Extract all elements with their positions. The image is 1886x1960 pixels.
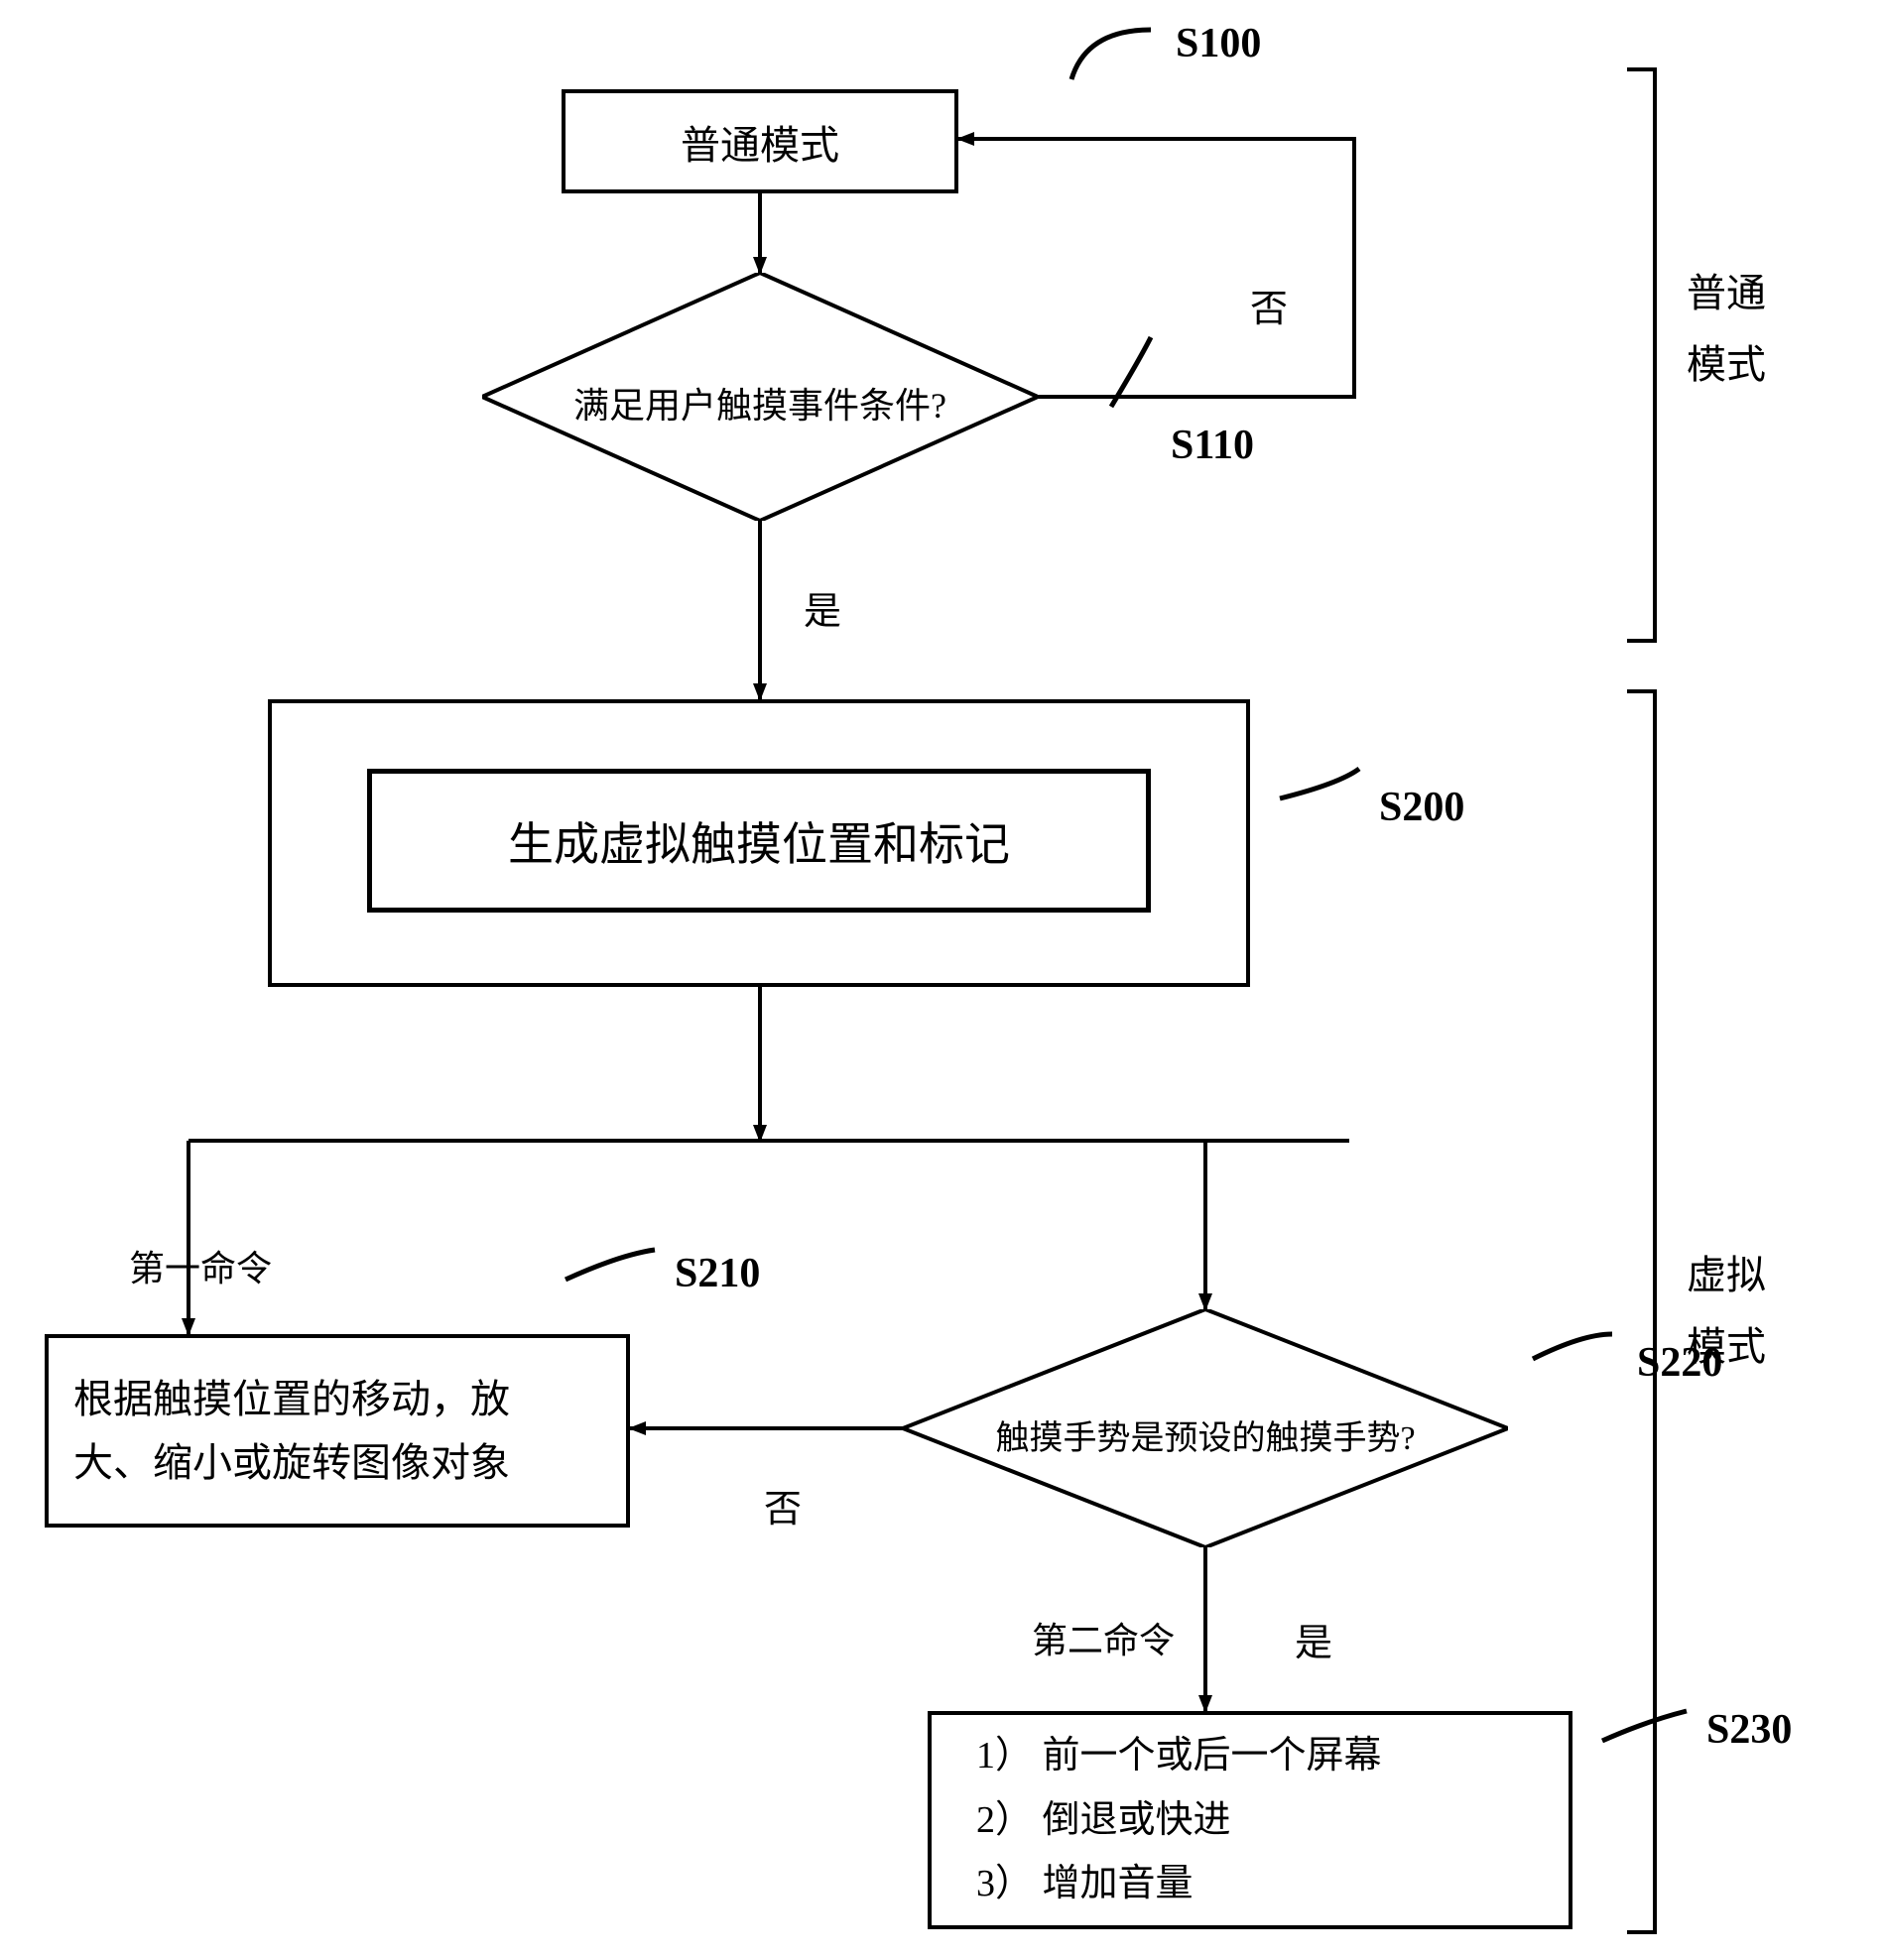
node-s210-line1: 根据触摸位置的移动，放 bbox=[73, 1368, 510, 1431]
edge-label-cmd1: 第一命令 bbox=[129, 1240, 272, 1291]
edge-label-yes1: 是 bbox=[804, 580, 841, 635]
side-label-normal-l1: 普通 bbox=[1687, 258, 1766, 329]
side-label-normal-l2: 模式 bbox=[1687, 329, 1766, 401]
label-s230: S230 bbox=[1706, 1706, 1792, 1754]
node-s100: 普通模式 bbox=[562, 89, 958, 193]
node-s110-text: 满足用户触摸事件条件? bbox=[482, 377, 1038, 429]
node-s100-text: 普通模式 bbox=[681, 113, 839, 171]
label-s210: S210 bbox=[675, 1250, 760, 1297]
node-s200: 生成虚拟触摸位置和标记 bbox=[367, 769, 1151, 913]
node-s200-text: 生成虚拟触摸位置和标记 bbox=[508, 808, 1010, 874]
node-s210: 根据触摸位置的移动，放 大、缩小或旋转图像对象 bbox=[45, 1334, 630, 1528]
edge-label-cmd2: 第二命令 bbox=[1032, 1612, 1175, 1663]
label-s200: S200 bbox=[1379, 784, 1464, 831]
node-s210-line2: 大、缩小或旋转图像对象 bbox=[73, 1431, 510, 1495]
node-s230: 1） 前一个或后一个屏幕 2） 倒退或快进 3） 增加音量 bbox=[928, 1711, 1572, 1929]
side-label-virtual: 虚拟 模式 bbox=[1687, 1240, 1766, 1383]
label-s100: S100 bbox=[1176, 20, 1261, 67]
node-s230-line2: 2） 倒退或快进 bbox=[976, 1788, 1231, 1853]
edge-label-no1: 否 bbox=[1250, 278, 1288, 332]
bracket-virtual bbox=[1627, 689, 1657, 1934]
edge-label-no2: 否 bbox=[764, 1478, 802, 1532]
node-s230-line1: 1） 前一个或后一个屏幕 bbox=[976, 1724, 1382, 1788]
side-label-virtual-l1: 虚拟 bbox=[1687, 1240, 1766, 1311]
node-s230-line3: 3） 增加音量 bbox=[976, 1852, 1194, 1916]
label-s110: S110 bbox=[1171, 422, 1254, 469]
edge-label-yes2: 是 bbox=[1295, 1612, 1332, 1666]
side-label-virtual-l2: 模式 bbox=[1687, 1311, 1766, 1383]
side-label-normal: 普通 模式 bbox=[1687, 258, 1766, 401]
bracket-normal bbox=[1627, 67, 1657, 643]
node-s220-text: 触摸手势是预设的触摸手势? bbox=[903, 1410, 1508, 1459]
